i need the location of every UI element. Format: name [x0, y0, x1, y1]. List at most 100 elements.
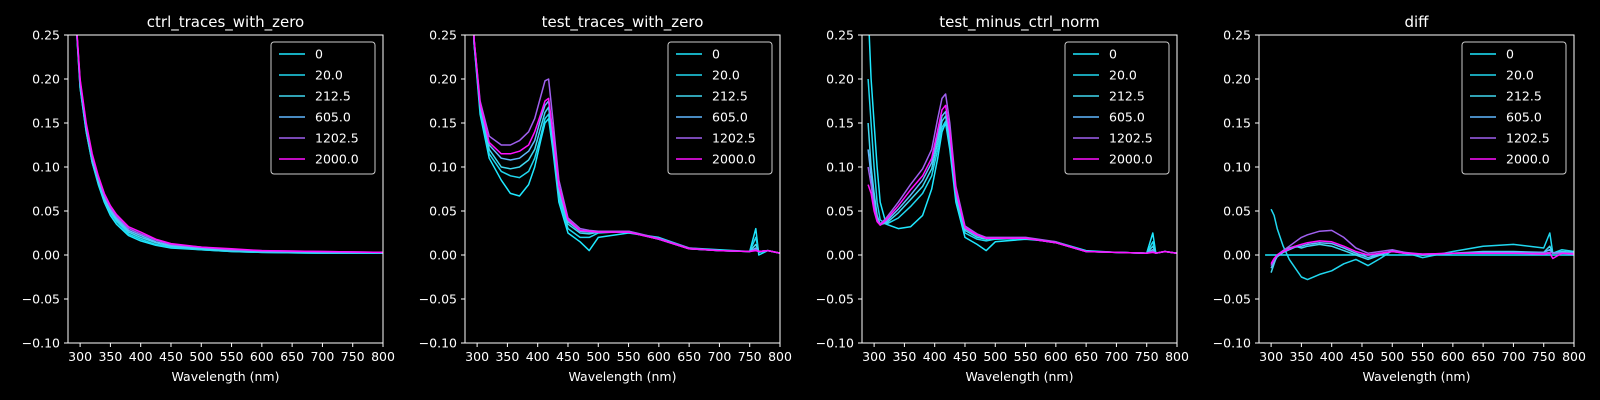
legend-label: 605.0	[1109, 110, 1145, 125]
series-group	[472, 35, 780, 256]
y-tick-label: 0.10	[32, 160, 60, 175]
series-line-1202.5	[1270, 229, 1574, 266]
legend-label: 212.5	[712, 89, 748, 104]
series-line-2000.0	[76, 35, 383, 254]
y-tick-label: 0.15	[429, 116, 457, 131]
legend-label: 0	[712, 47, 720, 62]
chart-title: diff	[1404, 13, 1429, 31]
y-tick-label: −0.05	[419, 292, 457, 307]
x-tick-label: 550	[1014, 349, 1038, 364]
x-tick-label: 350	[98, 349, 122, 364]
x-tick-label: 650	[280, 349, 304, 364]
axes-frame	[1258, 34, 1575, 344]
x-tick-label: 400	[526, 349, 550, 364]
y-tick-label: −0.10	[1213, 336, 1251, 351]
x-tick-label: 600	[1044, 349, 1068, 364]
chart-title: ctrl_traces_with_zero	[147, 13, 304, 32]
legend-label: 2000.0	[712, 152, 756, 167]
y-tick-label: 0.10	[826, 160, 854, 175]
y-tick-label: 0.00	[826, 248, 854, 263]
y-tick-label: 0.15	[826, 116, 854, 131]
chart-panel-2: 300 350 400 450 500 550 600 650 700 750 800 −0.10 −0…	[419, 13, 792, 384]
x-tick-label: 450	[1350, 349, 1374, 364]
chart-title: test_minus_ctrl_norm	[939, 13, 1100, 32]
legend-label: 605.0	[1506, 110, 1542, 125]
y-tick-label: −0.05	[22, 292, 60, 307]
y-tick-label: 0.25	[1223, 28, 1251, 43]
x-tick-label: 800	[1165, 349, 1189, 364]
y-tick-label: 0.05	[429, 204, 457, 219]
chart-panel-1: 300 350 400 450 500 550 600 650 700 750 800 −0.10 −0…	[22, 13, 395, 384]
series-line-2000.0	[867, 104, 1177, 254]
x-tick-label: 450	[159, 349, 183, 364]
x-tick-label: 700	[707, 349, 731, 364]
x-tick-label: 300	[862, 349, 886, 364]
legend-label: 1202.5	[1109, 131, 1153, 146]
x-tick-label: 650	[677, 349, 701, 364]
x-tick-label: 650	[1471, 349, 1495, 364]
legend-label: 2000.0	[1506, 152, 1550, 167]
x-tick-label: 300	[68, 349, 92, 364]
legend-label: 605.0	[712, 110, 748, 125]
y-tick-label: 0.15	[32, 116, 60, 131]
legend-label: 1202.5	[1506, 131, 1550, 146]
legend-label: 212.5	[1506, 89, 1542, 104]
x-tick-label: 350	[495, 349, 519, 364]
x-tick-label: 800	[768, 349, 792, 364]
x-tick-label: 500	[1380, 349, 1404, 364]
series-group	[867, 35, 1177, 254]
x-tick-label: 400	[129, 349, 153, 364]
y-tick-label: −0.10	[22, 336, 60, 351]
legend-label: 212.5	[315, 89, 351, 104]
x-tick-label: 550	[1411, 349, 1435, 364]
x-tick-label: 350	[1289, 349, 1313, 364]
x-tick-label: 550	[220, 349, 244, 364]
chart-title: test_traces_with_zero	[542, 13, 704, 32]
axes-frame	[464, 34, 781, 344]
x-tick-label: 400	[923, 349, 947, 364]
x-tick-label: 600	[1441, 349, 1465, 364]
x-tick-label: 500	[983, 349, 1007, 364]
x-tick-label: 700	[1501, 349, 1525, 364]
legend-label: 20.0	[1109, 68, 1137, 83]
legend-label: 0	[315, 47, 323, 62]
y-tick-label: −0.05	[1213, 292, 1251, 307]
x-axis-label: Wavelength (nm)	[966, 369, 1074, 384]
x-tick-label: 750	[738, 349, 762, 364]
y-tick-label: 0.00	[429, 248, 457, 263]
legend-label: 20.0	[315, 68, 343, 83]
x-tick-label: 600	[250, 349, 274, 364]
series-line-2000.0	[473, 35, 780, 254]
legend-label: 0	[1109, 47, 1117, 62]
x-tick-label: 300	[1259, 349, 1283, 364]
legend-label: 2000.0	[1109, 152, 1153, 167]
x-tick-label: 350	[892, 349, 916, 364]
legend-label: 20.0	[712, 68, 740, 83]
y-tick-label: 0.20	[1223, 72, 1251, 87]
x-axis-label: Wavelength (nm)	[172, 369, 280, 384]
y-tick-label: −0.05	[816, 292, 854, 307]
x-tick-label: 550	[617, 349, 641, 364]
legend: 0 20.0 212.5 605.0 1202.5 2000.0	[667, 41, 773, 175]
y-tick-label: 0.05	[32, 204, 60, 219]
legend-label: 605.0	[315, 110, 351, 125]
y-tick-label: 0.25	[32, 28, 60, 43]
x-tick-label: 500	[586, 349, 610, 364]
series-group	[1265, 208, 1574, 281]
y-tick-label: −0.10	[419, 336, 457, 351]
legend: 0 20.0 212.5 605.0 1202.5 2000.0	[270, 41, 376, 175]
x-tick-label: 600	[647, 349, 671, 364]
y-tick-label: 0.20	[32, 72, 60, 87]
axes-frame	[861, 34, 1178, 344]
y-tick-label: 0.25	[429, 28, 457, 43]
x-tick-label: 800	[371, 349, 395, 364]
chart-panel-4: 300 350 400 450 500 550 600 650 700 750 800 −0.10 −0…	[1213, 13, 1586, 384]
y-tick-label: 0.05	[1223, 204, 1251, 219]
y-tick-label: 0.20	[826, 72, 854, 87]
legend: 0 20.0 212.5 605.0 1202.5 2000.0	[1461, 41, 1567, 175]
x-tick-label: 500	[189, 349, 213, 364]
y-tick-label: 0.00	[32, 248, 60, 263]
x-axis-label: Wavelength (nm)	[1363, 369, 1471, 384]
